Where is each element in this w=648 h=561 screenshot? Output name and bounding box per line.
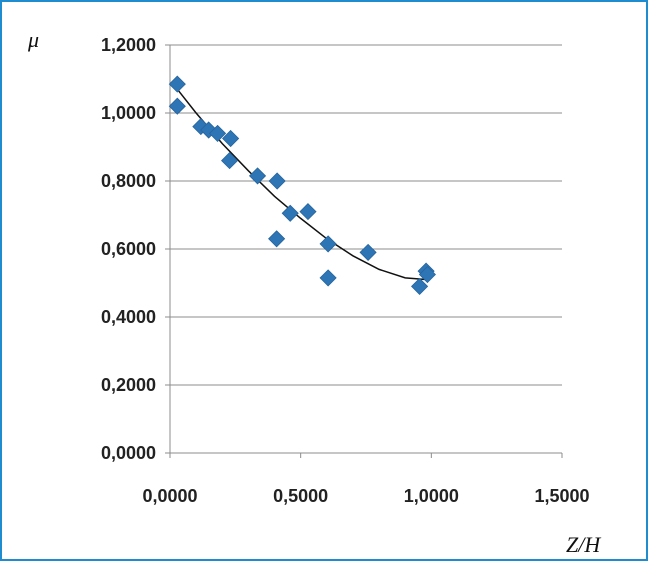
data-point bbox=[248, 167, 267, 185]
data-point bbox=[411, 277, 429, 295]
x-tick-label: 1,0000 bbox=[404, 486, 459, 506]
x-tick-label: 0,5000 bbox=[273, 486, 328, 506]
y-tick-label: 0,2000 bbox=[101, 375, 156, 395]
data-point bbox=[222, 129, 240, 148]
data-point bbox=[168, 97, 186, 115]
data-point bbox=[268, 230, 286, 248]
grid-lines bbox=[170, 44, 562, 386]
axes bbox=[165, 44, 563, 458]
y-axis-title: μ bbox=[27, 27, 39, 52]
data-point bbox=[299, 203, 317, 221]
x-axis-title: Z/H bbox=[566, 532, 601, 557]
y-tick-label: 0,0000 bbox=[101, 443, 156, 463]
trendline-path bbox=[176, 88, 428, 281]
data-point bbox=[418, 265, 436, 284]
x-tick-label: 1,5000 bbox=[534, 486, 589, 506]
data-point bbox=[268, 172, 286, 190]
data-point bbox=[208, 124, 227, 142]
x-tick-label: 0,0000 bbox=[142, 486, 197, 506]
y-tick-label: 0,6000 bbox=[101, 239, 156, 259]
data-points bbox=[168, 75, 436, 295]
data-point bbox=[221, 152, 239, 170]
y-tick-label: 1,2000 bbox=[101, 35, 156, 55]
tick-labels: 0,0000 0,2000 0,4000 0,6000 0,8000 1,0000 1,20… bbox=[101, 35, 590, 506]
data-point bbox=[281, 204, 299, 222]
data-point bbox=[319, 235, 337, 253]
trendline bbox=[176, 88, 428, 281]
y-tick-label: 0,4000 bbox=[101, 307, 156, 327]
data-point bbox=[359, 243, 377, 261]
data-point bbox=[319, 269, 337, 287]
data-point bbox=[168, 75, 186, 93]
y-tick-label: 1,0000 bbox=[101, 103, 156, 123]
y-tick-label: 0,8000 bbox=[101, 171, 156, 191]
